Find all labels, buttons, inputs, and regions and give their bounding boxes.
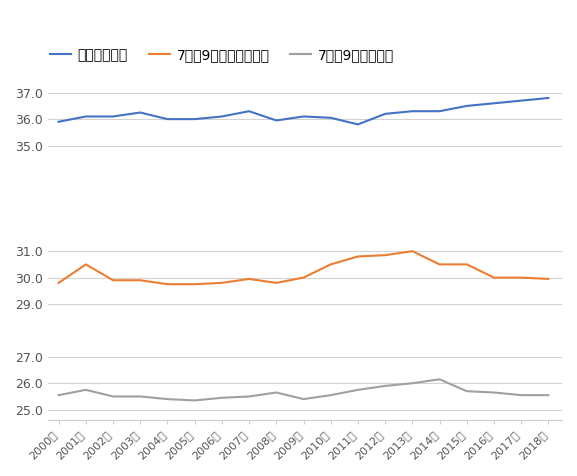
夏の最高気温 bbox=[273, 118, 280, 123]
7月～9月平均気温 bbox=[518, 392, 524, 398]
7月～9月平均最高気温 bbox=[83, 261, 89, 267]
7月～9月平均気温 bbox=[409, 380, 416, 386]
7月～9月平均気温 bbox=[463, 388, 470, 394]
7月～9月平均最高気温 bbox=[436, 261, 443, 267]
夏の最高気温 bbox=[219, 114, 226, 119]
夏の最高気温 bbox=[409, 109, 416, 114]
7月～9月平均最高気温 bbox=[518, 275, 524, 280]
7月～9月平均最高気温 bbox=[490, 275, 497, 280]
7月～9月平均気温 bbox=[300, 396, 307, 402]
夏の最高気温 bbox=[545, 95, 552, 101]
7月～9月平均気温 bbox=[164, 396, 171, 402]
7月～9月平均最高気温 bbox=[164, 281, 171, 287]
7月～9月平均最高気温 bbox=[354, 254, 361, 259]
7月～9月平均気温 bbox=[110, 394, 117, 399]
7月～9月平均気温 bbox=[246, 394, 253, 399]
7月～9月平均最高気温 bbox=[381, 252, 388, 258]
夏の最高気温 bbox=[381, 111, 388, 117]
7月～9月平均最高気温 bbox=[110, 278, 117, 283]
7月～9月平均気温 bbox=[545, 392, 552, 398]
7月～9月平均最高気温 bbox=[409, 248, 416, 254]
夏の最高気温 bbox=[300, 114, 307, 119]
夏の最高気温 bbox=[518, 98, 524, 103]
夏の最高気温 bbox=[463, 103, 470, 109]
Line: 夏の最高気温: 夏の最高気温 bbox=[59, 98, 548, 124]
夏の最高気温 bbox=[246, 109, 253, 114]
夏の最高気温 bbox=[164, 116, 171, 122]
夏の最高気温 bbox=[490, 100, 497, 106]
夏の最高気温 bbox=[110, 114, 117, 119]
7月～9月平均気温 bbox=[490, 390, 497, 396]
7月～9月平均気温 bbox=[354, 387, 361, 393]
7月～9月平均最高気温 bbox=[300, 275, 307, 280]
7月～9月平均最高気温 bbox=[545, 276, 552, 282]
7月～9月平均最高気温 bbox=[327, 261, 334, 267]
Line: 7月～9月平均気温: 7月～9月平均気温 bbox=[59, 379, 548, 400]
夏の最高気温 bbox=[83, 114, 89, 119]
夏の最高気温 bbox=[191, 116, 198, 122]
7月～9月平均最高気温 bbox=[273, 280, 280, 286]
7月～9月平均気温 bbox=[219, 395, 226, 401]
7月～9月平均最高気温 bbox=[137, 278, 144, 283]
夏の最高気温 bbox=[55, 119, 62, 125]
7月～9月平均最高気温 bbox=[55, 280, 62, 286]
Legend: 夏の最高気温, 7月～9月平均最高気温, 7月～9月平均気温: 夏の最高気温, 7月～9月平均最高気温, 7月～9月平均気温 bbox=[44, 42, 400, 67]
7月～9月平均最高気温 bbox=[219, 280, 226, 286]
Line: 7月～9月平均最高気温: 7月～9月平均最高気温 bbox=[59, 251, 548, 284]
夏の最高気温 bbox=[354, 121, 361, 127]
7月～9月平均気温 bbox=[327, 392, 334, 398]
7月～9月平均最高気温 bbox=[246, 276, 253, 282]
夏の最高気温 bbox=[327, 115, 334, 120]
7月～9月平均最高気温 bbox=[191, 281, 198, 287]
夏の最高気温 bbox=[436, 109, 443, 114]
7月～9月平均気温 bbox=[381, 383, 388, 389]
夏の最高気温 bbox=[137, 109, 144, 115]
7月～9月平均気温 bbox=[55, 392, 62, 398]
7月～9月平均気温 bbox=[436, 377, 443, 382]
7月～9月平均気温 bbox=[83, 387, 89, 393]
7月～9月平均気温 bbox=[273, 390, 280, 396]
7月～9月平均気温 bbox=[137, 394, 144, 399]
7月～9月平均気温 bbox=[191, 397, 198, 403]
7月～9月平均最高気温 bbox=[463, 261, 470, 267]
